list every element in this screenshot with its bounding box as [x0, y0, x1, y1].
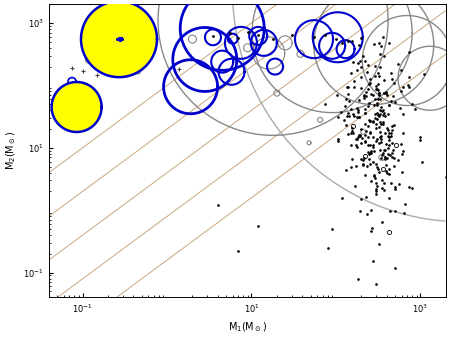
- Y-axis label: M$_2$(M$_\odot$): M$_2$(M$_\odot$): [4, 131, 18, 170]
- Polygon shape: [52, 82, 102, 132]
- Polygon shape: [81, 1, 157, 77]
- X-axis label: M$_1$(M$_\odot$): M$_1$(M$_\odot$): [228, 320, 267, 334]
